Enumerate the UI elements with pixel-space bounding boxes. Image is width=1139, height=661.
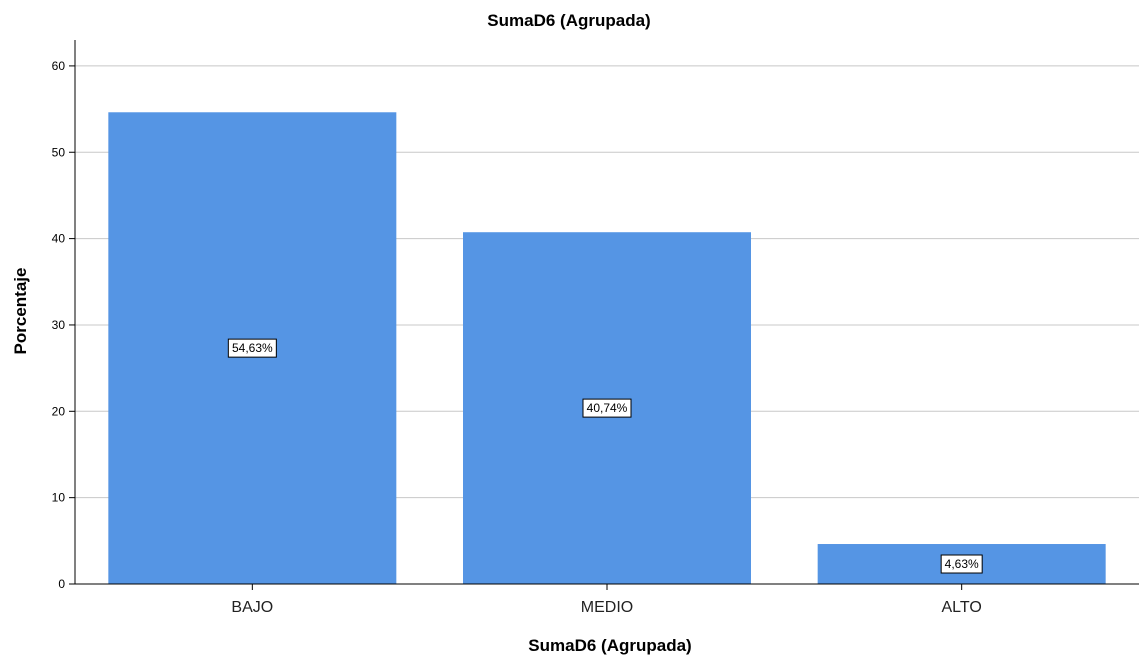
- data-label-box: [227, 338, 277, 358]
- x-axis-label: SumaD6 (Agrupada): [528, 636, 691, 655]
- data-labels: 54,63% 40,74% 4,63%: [227, 338, 983, 574]
- y-tick-label: 60: [52, 59, 66, 73]
- y-axis-label: Porcentaje: [11, 268, 30, 355]
- data-label: 40,74%: [587, 401, 628, 415]
- y-tick-label: 30: [52, 318, 66, 332]
- x-category-labels: BAJO MEDIO ALTO: [231, 599, 981, 616]
- data-label-box: [582, 398, 632, 418]
- x-category-label: ALTO: [942, 599, 982, 616]
- axes: [69, 40, 1139, 590]
- data-label: 4,63%: [945, 557, 979, 571]
- y-tick-label: 0: [58, 577, 65, 591]
- x-category-label: BAJO: [231, 599, 273, 616]
- y-tick-labels: 0 10 20 30 40 50 60: [52, 59, 66, 591]
- y-tick-label: 50: [52, 145, 66, 159]
- data-label: 54,63%: [232, 341, 273, 355]
- x-category-label: MEDIO: [581, 599, 633, 616]
- chart-title: SumaD6 (Agrupada): [487, 11, 650, 30]
- y-tick-label: 40: [52, 232, 66, 246]
- y-tick-label: 20: [52, 404, 66, 418]
- y-tick-label: 10: [52, 491, 66, 505]
- data-label-box: [940, 554, 983, 574]
